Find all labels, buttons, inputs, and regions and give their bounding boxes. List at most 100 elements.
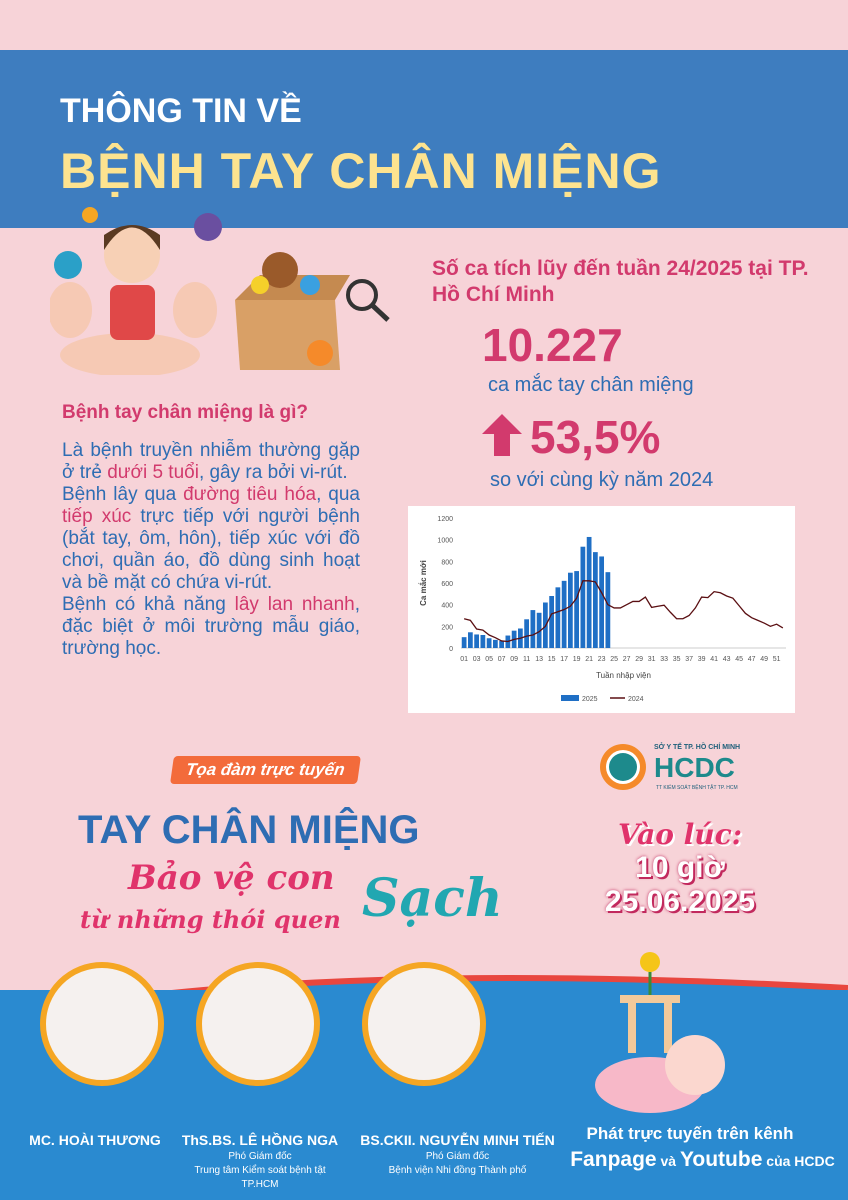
fanpage-link[interactable]: Fanpage (570, 1148, 657, 1171)
bar-2025 (480, 635, 486, 648)
body-text: trực tiếp với người bệnh (bắt tay, ôm, h… (62, 506, 360, 593)
event-date: 25.06.2025 (604, 885, 756, 918)
child-illustration (50, 207, 390, 375)
x-axis-title: Tuần nhập viện (596, 671, 651, 680)
x-tick-label: 01 (460, 656, 468, 663)
speaker-name-2: ThS.BS. LÊ HỒNG NGA (181, 1132, 339, 1148)
role-title: Phó Giám đốc (425, 1151, 490, 1162)
bar-2025 (599, 556, 604, 648)
speaker-name-3: BS.CKII. NGUYỄN MINH TIẾN (360, 1132, 555, 1148)
x-tick-label: 37 (685, 656, 693, 663)
x-tick-label: 47 (748, 656, 756, 663)
x-tick-label: 23 (598, 656, 606, 663)
y-tick-label: 200 (441, 624, 453, 631)
role-org: Bệnh viện Nhi đồng Thành phố (388, 1165, 527, 1176)
y-tick-label: 800 (441, 559, 453, 566)
body-text: , gây ra bởi vi-rút. (198, 462, 348, 483)
body-text: Bệnh có khả năng (62, 594, 235, 615)
time-label: Vào lúc: (617, 818, 743, 851)
bar-2025 (493, 639, 498, 648)
bar-2025 (549, 596, 554, 648)
increase-label: so với cùng kỳ năm 2024 (490, 469, 714, 491)
x-tick-label: 45 (735, 656, 743, 663)
info-paragraph: Bệnh có khả năng lây lan nhanh, đặc biệt… (62, 594, 360, 660)
stream-line2: Fanpage và Youtube của HCDC (560, 1148, 845, 1172)
bar-2025 (605, 572, 611, 648)
x-tick-label: 05 (485, 656, 493, 663)
line-2024 (463, 580, 784, 643)
info-question: Bệnh tay chân miệng là gì? (62, 402, 308, 423)
x-tick-label: 09 (510, 656, 518, 663)
body-text: , đặc biệt ở môi trường mẫu giáo, trường… (62, 594, 360, 659)
role-org: Trung tâm Kiểm soát bệnh tật TP.HCM (194, 1165, 326, 1190)
x-tick-label: 51 (773, 656, 781, 663)
legend-label-2025: 2025 (582, 696, 598, 703)
bar-2025 (593, 552, 598, 648)
x-tick-label: 33 (660, 656, 668, 663)
hcdc-logo: SỞ Y TẾ TP. HỒ CHÍ MINH HCDC TT KIỂM SOÁ… (598, 742, 748, 792)
x-tick-label: 17 (560, 656, 568, 663)
cases-count: 10.227 (482, 319, 623, 371)
x-tick-label: 43 (723, 656, 731, 663)
highlight-text: dưới 5 tuổi (107, 462, 199, 483)
x-tick-label: 29 (635, 656, 643, 663)
x-tick-label: 15 (548, 656, 556, 663)
bar-2025 (574, 571, 579, 648)
chart-svg: 0 200 400 600 800 1000 1200 01 03 05 07 09 11 13 15 17 1… (419, 516, 786, 703)
title-line1: THÔNG TIN VỀ (60, 92, 302, 130)
info-paragraph: Bệnh lây qua đường tiêu hóa, qua tiếp xú… (62, 484, 360, 594)
event-title: TAY CHÂN MIỆNG (78, 808, 420, 852)
bar-2025 (536, 612, 542, 648)
y-tick-label: 400 (441, 603, 453, 610)
x-tick-label: 07 (498, 656, 506, 663)
speaker-role-3: Phó Giám đốc Bệnh viện Nhi đồng Thành phố (370, 1150, 545, 1178)
x-tick-label: 49 (760, 656, 768, 663)
x-tick-label: 03 (473, 656, 481, 663)
bar-2025 (586, 536, 592, 648)
info-paragraphs: Là bệnh truyền nhiễm thường gặp ở trẻ dư… (62, 440, 360, 660)
speaker-photo-3 (362, 962, 486, 1086)
bar-2025 (468, 632, 473, 648)
x-tick-label: 21 (585, 656, 593, 663)
highlight-text: tiếp xúc (62, 506, 132, 527)
bar-2025 (461, 637, 467, 648)
logo-org: SỞ Y TẾ TP. HỒ CHÍ MINH (654, 744, 741, 751)
baby-illustration (595, 952, 725, 1113)
x-tick-label: 13 (535, 656, 543, 663)
time-value: 10 giờ (635, 851, 725, 884)
speaker-photo-1 (40, 962, 164, 1086)
cases-label: ca mắc tay chân miệng (488, 374, 694, 396)
bar-2025 (499, 640, 504, 648)
bar-2025 (555, 587, 561, 648)
bar-2025 (561, 580, 567, 648)
speaker-name-1: MC. HOÀI THƯƠNG (29, 1132, 161, 1148)
x-tick-label: 39 (698, 656, 706, 663)
y-axis-title: Ca mắc mới (419, 560, 428, 606)
title-line2: BỆNH TAY CHÂN MIỆNG (60, 143, 662, 199)
logo-sub: TT KIỂM SOÁT BỆNH TẬT TP. HCM (656, 785, 738, 791)
event-time: Vào lúc: 10 giờ 25.06.2025 (580, 818, 780, 919)
youtube-link[interactable]: Youtube (679, 1148, 763, 1171)
event-slogan-2: từ những thói quen (80, 905, 341, 934)
y-tick-label: 1000 (437, 538, 453, 545)
x-tick-label: 41 (710, 656, 718, 663)
x-tick-label: 35 (673, 656, 681, 663)
x-tick-label: 25 (610, 656, 618, 663)
speaker-photo-2 (196, 962, 320, 1086)
legend-label-2024: 2024 (628, 696, 644, 703)
stream-line1: Phát trực tuyến trên kênh (586, 1124, 794, 1143)
event-slogan-3: Sạch (362, 868, 503, 929)
hcdc-logo-mark (600, 744, 646, 790)
logo-name: HCDC (654, 752, 735, 783)
stats-title: Số ca tích lũy đến tuần 24/2025 tại TP. … (432, 257, 809, 306)
arrow-up-icon (482, 414, 522, 456)
bar-2025 (524, 619, 529, 648)
increase-percent: 53,5% (530, 411, 661, 463)
y-tick-label: 1200 (437, 516, 453, 523)
role-title: Phó Giám đốc (228, 1151, 292, 1162)
x-tick-label: 11 (523, 656, 530, 663)
x-tick-label: 19 (573, 656, 581, 663)
bar-2025 (580, 546, 586, 648)
talk-badge: Tọa đàm trực tuyến (170, 756, 361, 784)
